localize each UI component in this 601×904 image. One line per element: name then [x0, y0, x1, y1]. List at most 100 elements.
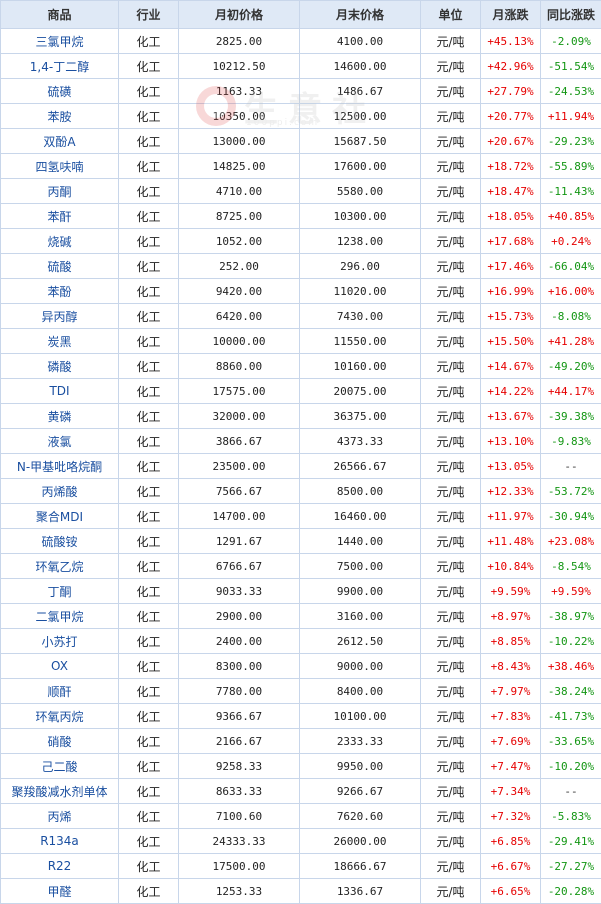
commodity-name-link[interactable]: 苯酐: [1, 204, 119, 229]
yoy-change-cell: +9.59%: [541, 579, 601, 604]
end-price-cell: 12500.00: [300, 104, 421, 129]
unit-cell: 元/吨: [421, 804, 481, 829]
yoy-change-cell: -10.22%: [541, 629, 601, 654]
commodity-name-link[interactable]: 甲醛: [1, 879, 119, 904]
commodity-name-link[interactable]: 硫酸铵: [1, 529, 119, 554]
header-start-price[interactable]: 月初价格: [179, 1, 300, 29]
end-price-cell: 10160.00: [300, 354, 421, 379]
commodity-name-link[interactable]: 1,4-丁二醇: [1, 54, 119, 79]
monthly-change-cell: +10.84%: [481, 554, 541, 579]
unit-cell: 元/吨: [421, 229, 481, 254]
commodity-name-link[interactable]: 顺酐: [1, 679, 119, 704]
unit-cell: 元/吨: [421, 679, 481, 704]
commodity-name-link[interactable]: 苯胺: [1, 104, 119, 129]
unit-cell: 元/吨: [421, 704, 481, 729]
commodity-name-link[interactable]: 聚合MDI: [1, 504, 119, 529]
commodity-name-link[interactable]: 磷酸: [1, 354, 119, 379]
commodity-name-link[interactable]: 聚羧酸减水剂单体: [1, 779, 119, 804]
commodity-name-link[interactable]: OX: [1, 654, 119, 679]
start-price-cell: 8300.00: [179, 654, 300, 679]
unit-cell: 元/吨: [421, 329, 481, 354]
end-price-cell: 8400.00: [300, 679, 421, 704]
header-commodity[interactable]: 商品: [1, 1, 119, 29]
commodity-name-link[interactable]: 丙烯酸: [1, 479, 119, 504]
commodity-name-link[interactable]: 环氧乙烷: [1, 554, 119, 579]
monthly-change-cell: +13.67%: [481, 404, 541, 429]
start-price-cell: 10212.50: [179, 54, 300, 79]
unit-cell: 元/吨: [421, 654, 481, 679]
industry-cell: 化工: [119, 79, 179, 104]
start-price-cell: 1052.00: [179, 229, 300, 254]
industry-cell: 化工: [119, 854, 179, 879]
industry-cell: 化工: [119, 104, 179, 129]
commodity-name-link[interactable]: 环氧丙烷: [1, 704, 119, 729]
start-price-cell: 32000.00: [179, 404, 300, 429]
commodity-name-link[interactable]: N-甲基吡咯烷酮: [1, 454, 119, 479]
commodity-name-link[interactable]: 二氯甲烷: [1, 604, 119, 629]
industry-cell: 化工: [119, 254, 179, 279]
end-price-cell: 296.00: [300, 254, 421, 279]
industry-cell: 化工: [119, 304, 179, 329]
commodity-name-link[interactable]: 硫酸: [1, 254, 119, 279]
header-end-price[interactable]: 月末价格: [300, 1, 421, 29]
unit-cell: 元/吨: [421, 879, 481, 904]
yoy-change-cell: -20.28%: [541, 879, 601, 904]
monthly-change-cell: +13.05%: [481, 454, 541, 479]
industry-cell: 化工: [119, 404, 179, 429]
monthly-change-cell: +42.96%: [481, 54, 541, 79]
end-price-cell: 3160.00: [300, 604, 421, 629]
commodity-name-link[interactable]: 烧碱: [1, 229, 119, 254]
unit-cell: 元/吨: [421, 529, 481, 554]
start-price-cell: 252.00: [179, 254, 300, 279]
end-price-cell: 9266.67: [300, 779, 421, 804]
header-yoy-change[interactable]: 同比涨跌: [541, 1, 601, 29]
end-price-cell: 15687.50: [300, 129, 421, 154]
end-price-cell: 1440.00: [300, 529, 421, 554]
industry-cell: 化工: [119, 529, 179, 554]
header-industry[interactable]: 行业: [119, 1, 179, 29]
commodity-name-link[interactable]: 己二酸: [1, 754, 119, 779]
unit-cell: 元/吨: [421, 579, 481, 604]
yoy-change-cell: --: [541, 779, 601, 804]
commodity-name-link[interactable]: 硝酸: [1, 729, 119, 754]
monthly-change-cell: +7.32%: [481, 804, 541, 829]
commodity-name-link[interactable]: 黄磷: [1, 404, 119, 429]
commodity-name-link[interactable]: 小苏打: [1, 629, 119, 654]
commodity-name-link[interactable]: 三氯甲烷: [1, 29, 119, 54]
commodity-name-link[interactable]: 丙酮: [1, 179, 119, 204]
unit-cell: 元/吨: [421, 354, 481, 379]
commodity-name-link[interactable]: 炭黑: [1, 329, 119, 354]
commodity-name-link[interactable]: 苯酚: [1, 279, 119, 304]
start-price-cell: 1163.33: [179, 79, 300, 104]
end-price-cell: 17600.00: [300, 154, 421, 179]
end-price-cell: 14600.00: [300, 54, 421, 79]
commodity-name-link[interactable]: 液氯: [1, 429, 119, 454]
monthly-change-cell: +6.65%: [481, 879, 541, 904]
commodity-name-link[interactable]: TDI: [1, 379, 119, 404]
start-price-cell: 13000.00: [179, 129, 300, 154]
monthly-change-cell: +6.67%: [481, 854, 541, 879]
monthly-change-cell: +14.22%: [481, 379, 541, 404]
commodity-name-link[interactable]: 硫磺: [1, 79, 119, 104]
commodity-name-link[interactable]: 丁酮: [1, 579, 119, 604]
commodity-name-link[interactable]: 双酚A: [1, 129, 119, 154]
monthly-change-cell: +12.33%: [481, 479, 541, 504]
yoy-change-cell: -24.53%: [541, 79, 601, 104]
end-price-cell: 2333.33: [300, 729, 421, 754]
header-monthly-change[interactable]: 月涨跌: [481, 1, 541, 29]
start-price-cell: 9366.67: [179, 704, 300, 729]
commodity-name-link[interactable]: 丙烯: [1, 804, 119, 829]
yoy-change-cell: -11.43%: [541, 179, 601, 204]
header-unit[interactable]: 单位: [421, 1, 481, 29]
commodity-name-link[interactable]: 异丙醇: [1, 304, 119, 329]
yoy-change-cell: +41.28%: [541, 329, 601, 354]
commodity-name-link[interactable]: R134a: [1, 829, 119, 854]
commodity-name-link[interactable]: R22: [1, 854, 119, 879]
commodity-name-link[interactable]: 四氢呋喃: [1, 154, 119, 179]
